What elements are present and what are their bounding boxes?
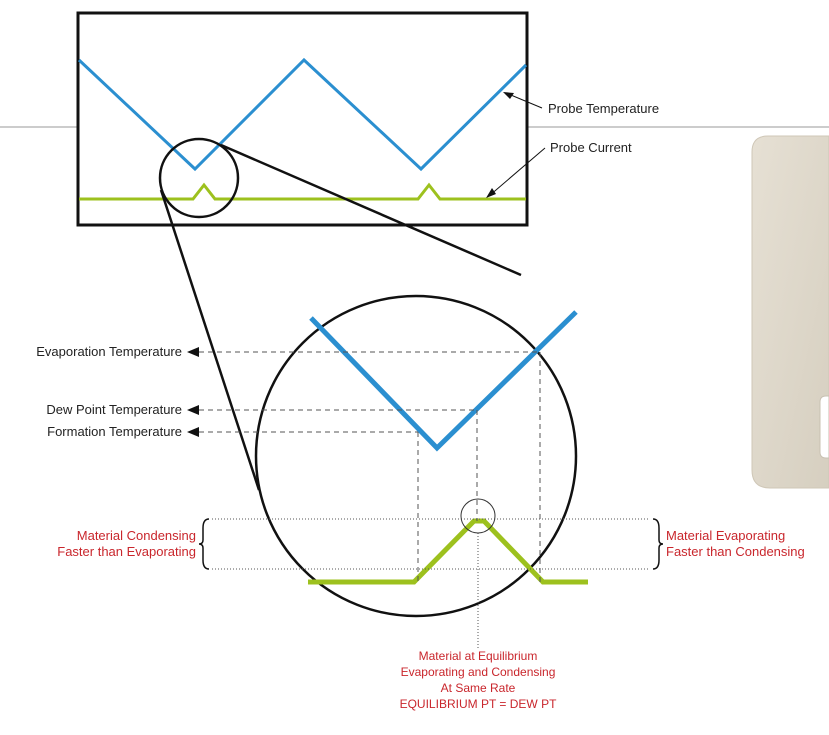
- evaporation-arrowhead: [187, 347, 199, 357]
- right-brace: [652, 518, 664, 570]
- magnify-circle: [158, 137, 240, 219]
- probe-current-pointer: [488, 147, 546, 197]
- equilibrium-label-line2: Evaporating and Condensing: [401, 665, 556, 679]
- evaporating-label-line1: Material Evaporating: [666, 528, 785, 543]
- formation-temperature-label: Formation Temperature: [47, 424, 182, 439]
- evaporation-temperature-label: Evaporation Temperature: [36, 344, 182, 359]
- equilibrium-label-line1: Material at Equilibrium: [419, 649, 538, 663]
- magnified-current-wave: [308, 518, 588, 585]
- probe-temperature-label: Probe Temperature: [548, 101, 659, 116]
- evaporating-label-line2: Faster than Condensing: [666, 544, 805, 559]
- formation-arrowhead: [187, 427, 199, 437]
- equilibrium-label-line4: EQUILIBRIUM PT = DEW PT: [400, 697, 557, 711]
- condensing-label-line1: Material Condensing: [77, 528, 196, 543]
- dotted-guides: [212, 518, 650, 648]
- equilibrium-marker: [460, 498, 496, 534]
- left-brace: [198, 518, 210, 570]
- probe-temperature-wave: [77, 57, 528, 172]
- zoom-line-right: [220, 143, 522, 277]
- probe-current-arrowhead: [486, 188, 496, 198]
- probe-current-wave: [79, 182, 526, 201]
- device-panel: [751, 135, 829, 489]
- condensing-label-line2: Faster than Evaporating: [57, 544, 196, 559]
- dew-point-temperature-label: Dew Point Temperature: [46, 402, 182, 417]
- probe-temperature-arrowhead: [503, 92, 514, 99]
- waveform-panel: [76, 11, 529, 227]
- magnified-temperature-wave: [309, 310, 578, 452]
- dew-point-arrowhead: [187, 405, 199, 415]
- dashed-guides: [199, 351, 541, 582]
- equilibrium-label-line3: At Same Rate: [441, 681, 516, 695]
- probe-current-label: Probe Current: [550, 140, 632, 155]
- device-button: [819, 395, 829, 459]
- zoom-line-left: [159, 189, 261, 491]
